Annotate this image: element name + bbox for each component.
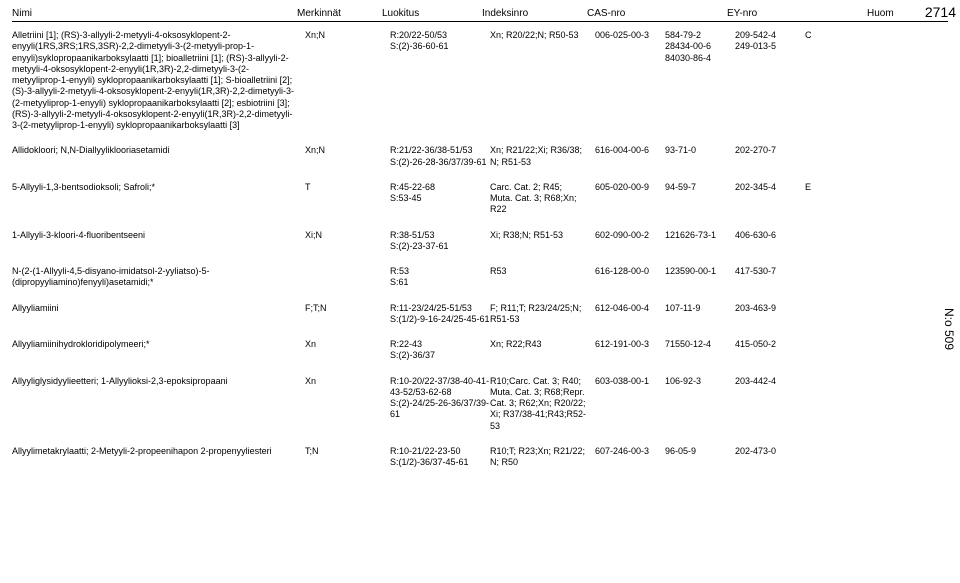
cell-ind: R10;Carc. Cat. 3; R40;Muta. Cat. 3; R68;… (490, 376, 595, 432)
cell-huom (805, 446, 845, 469)
cell-ind: F; R11;T; R23/24/25;N;R51-53 (490, 303, 595, 326)
cell-name: Allyylimetakrylaatti; 2-Metyyli-2-propee… (12, 446, 305, 469)
hdr-huom: Huom (867, 8, 907, 19)
cell-luok: R:10-20/22-37/38-40-41-43-52/53-62-68S:(… (390, 376, 490, 432)
cell-ind: Xn; R21/22;Xi; R36/38;N; R51-53 (490, 145, 595, 168)
cell-name: N-(2-(1-Allyyli-4,5-disyano-imidatsol-2-… (12, 266, 305, 289)
cell-merk: F;T;N (305, 303, 390, 326)
cell-merk: Xn;N (305, 145, 390, 168)
hdr-cas: CAS-nro (587, 8, 657, 19)
table-row: N-(2-(1-Allyyli-4,5-disyano-imidatsol-2-… (12, 266, 948, 289)
table-row: 5-Allyyli-1,3-bentsodioksoli; Safroli;*T… (12, 182, 948, 216)
hdr-ind: Indeksinro (482, 8, 587, 19)
cell-ey1: 123590-00-1 (665, 266, 735, 289)
cell-luok: R:38-51/53S:(2)-23-37-61 (390, 230, 490, 253)
cell-cas: 616-128-00-0 (595, 266, 665, 289)
cell-merk: Xi;N (305, 230, 390, 253)
cell-ey2: 209-542-4249-013-5 (735, 30, 805, 131)
table-row: 1-Allyyli-3-kloori-4-fluoribentseeniXi;N… (12, 230, 948, 253)
cell-luok: R:45-22-68S:53-45 (390, 182, 490, 216)
table-row: Allidokloori; N,N-Diallyyliklooriasetami… (12, 145, 948, 168)
cell-huom (805, 339, 845, 362)
cell-merk: Xn (305, 376, 390, 432)
cell-ind: Carc. Cat. 2; R45;Muta. Cat. 3; R68;Xn;R… (490, 182, 595, 216)
cell-name: Allyyliamiini (12, 303, 305, 326)
cell-ey2: 417-530-7 (735, 266, 805, 289)
table-header: Nimi Merkinnät Luokitus Indeksinro CAS-n… (12, 8, 948, 22)
cell-ey1: 107-11-9 (665, 303, 735, 326)
cell-name: Alletriini [1]; (RS)-3-allyyli-2-metyyli… (12, 30, 305, 131)
cell-huom (805, 266, 845, 289)
page-number-side: N:o 509 (942, 308, 956, 350)
table-row: Allyyliamiinihydrokloridipolymeeri;*XnR:… (12, 339, 948, 362)
cell-cas: 612-191-00-3 (595, 339, 665, 362)
cell-ey1: 93-71-0 (665, 145, 735, 168)
cell-cas: 616-004-00-6 (595, 145, 665, 168)
hdr-ey: EY-nro (727, 8, 797, 19)
cell-huom (805, 376, 845, 432)
cell-cas: 605-020-00-9 (595, 182, 665, 216)
cell-name: 5-Allyyli-1,3-bentsodioksoli; Safroli;* (12, 182, 305, 216)
cell-ey1: 71550-12-4 (665, 339, 735, 362)
cell-ey2: 202-270-7 (735, 145, 805, 168)
cell-ey1: 94-59-7 (665, 182, 735, 216)
hdr-luok: Luokitus (382, 8, 482, 19)
cell-merk: T (305, 182, 390, 216)
cell-ey2: 415-050-2 (735, 339, 805, 362)
cell-merk (305, 266, 390, 289)
table-row: Alletriini [1]; (RS)-3-allyyli-2-metyyli… (12, 30, 948, 131)
page-number-top: 2714 (925, 4, 956, 20)
cell-luok: R:10-21/22-23-50S:(1/2)-36/37-45-61 (390, 446, 490, 469)
cell-ey2: 202-345-4 (735, 182, 805, 216)
cell-huom: C (805, 30, 845, 131)
cell-cas: 602-090-00-2 (595, 230, 665, 253)
cell-name: 1-Allyyli-3-kloori-4-fluoribentseeni (12, 230, 305, 253)
cell-ind: Xi; R38;N; R51-53 (490, 230, 595, 253)
cell-ey1: 121626-73-1 (665, 230, 735, 253)
cell-cas: 006-025-00-3 (595, 30, 665, 131)
cell-merk: Xn (305, 339, 390, 362)
cell-ey2: 406-630-6 (735, 230, 805, 253)
cell-luok: R:22-43S:(2)-36/37 (390, 339, 490, 362)
cell-luok: R:11-23/24/25-51/53S:(1/2)-9-16-24/25-45… (390, 303, 490, 326)
hdr-nimi: Nimi (12, 8, 297, 19)
cell-ind: R10;T; R23;Xn; R21/22;N; R50 (490, 446, 595, 469)
cell-merk: Xn;N (305, 30, 390, 131)
cell-luok: R:53S:61 (390, 266, 490, 289)
cell-ind: R53 (490, 266, 595, 289)
cell-huom (805, 303, 845, 326)
cell-huom (805, 230, 845, 253)
cell-luok: R:21/22-36/38-51/53S:(2)-26-28-36/37/39-… (390, 145, 490, 168)
cell-ey1: 584-79-228434-00-684030-86-4 (665, 30, 735, 131)
cell-cas: 603-038-00-1 (595, 376, 665, 432)
cell-ey1: 106-92-3 (665, 376, 735, 432)
cell-ey2: 202-473-0 (735, 446, 805, 469)
cell-cas: 607-246-00-3 (595, 446, 665, 469)
table-row: AllyyliamiiniF;T;NR:11-23/24/25-51/53S:(… (12, 303, 948, 326)
hdr-merk: Merkinnät (297, 8, 382, 19)
cell-cas: 612-046-00-4 (595, 303, 665, 326)
table-row: Allyyliglysidyylieetteri; 1-Allyylioksi-… (12, 376, 948, 432)
cell-huom: E (805, 182, 845, 216)
cell-ey2: 203-442-4 (735, 376, 805, 432)
cell-name: Allidokloori; N,N-Diallyyliklooriasetami… (12, 145, 305, 168)
cell-ey1: 96-05-9 (665, 446, 735, 469)
cell-ey2: 203-463-9 (735, 303, 805, 326)
cell-merk: T;N (305, 446, 390, 469)
cell-huom (805, 145, 845, 168)
cell-luok: R:20/22-50/53S:(2)-36-60-61 (390, 30, 490, 131)
cell-name: Allyyliamiinihydrokloridipolymeeri;* (12, 339, 305, 362)
table-row: Allyylimetakrylaatti; 2-Metyyli-2-propee… (12, 446, 948, 469)
cell-name: Allyyliglysidyylieetteri; 1-Allyylioksi-… (12, 376, 305, 432)
cell-ind: Xn; R20/22;N; R50-53 (490, 30, 595, 131)
cell-ind: Xn; R22;R43 (490, 339, 595, 362)
